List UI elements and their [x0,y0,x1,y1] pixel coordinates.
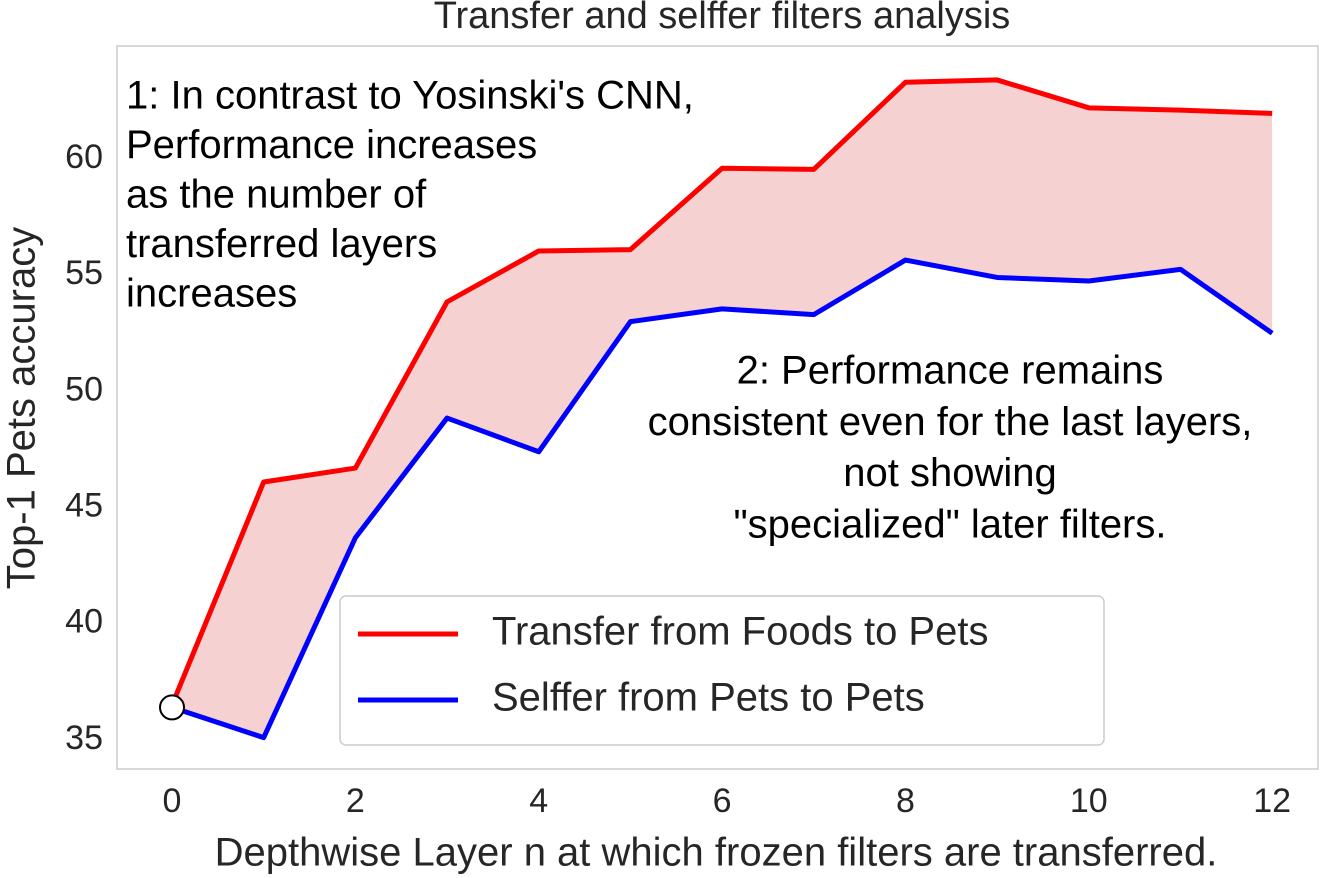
x-tick-label: 0 [163,782,182,820]
x-tick-label: 6 [713,782,732,820]
y-tick-label: 35 [65,719,103,757]
annotation-text: consistent even for the last layers, [648,400,1253,444]
x-tick-label: 8 [896,782,915,820]
chart-title: Transfer and selffer filters analysis [434,0,1011,37]
legend: Transfer from Foods to Pets Selffer from … [339,595,1105,746]
fill-between [172,79,1273,738]
annotation-text: transferred layers [126,222,437,266]
y-tick-label: 45 [65,487,103,525]
annotation-text: 2: Performance remains [737,349,1164,393]
x-tick-label: 10 [1070,782,1108,820]
plot-frame [116,45,1319,770]
x-tick-label: 12 [1253,782,1291,820]
x-tick-label: 2 [346,782,365,820]
y-tick-label: 60 [65,138,103,176]
annotation-text: as the number of [126,173,427,217]
annotation-text: Performance increases [126,123,537,167]
x-axis-label: Depthwise Layer n at which frozen filter… [215,831,1218,875]
y-tick-label: 40 [65,603,103,641]
legend-box [339,595,1105,746]
annotation-text: 1: In contrast to Yosinski's CNN, [126,74,694,118]
legend-label: Selffer from Pets to Pets [492,676,925,720]
legend-label: Transfer from Foods to Pets [492,610,988,654]
marker [159,694,186,721]
x-tick-label: 4 [529,782,548,820]
y-tick-label: 55 [65,254,103,292]
annotation-text: not showing [843,451,1056,495]
annotation-text: increases [126,272,297,316]
annotation-text: "specialized" later filters. [733,502,1166,546]
y-tick-label: 50 [65,370,103,408]
series-line [171,257,1274,741]
series-line [169,77,1273,707]
y-axis-label: Top-1 Pets accuracy [0,227,44,589]
